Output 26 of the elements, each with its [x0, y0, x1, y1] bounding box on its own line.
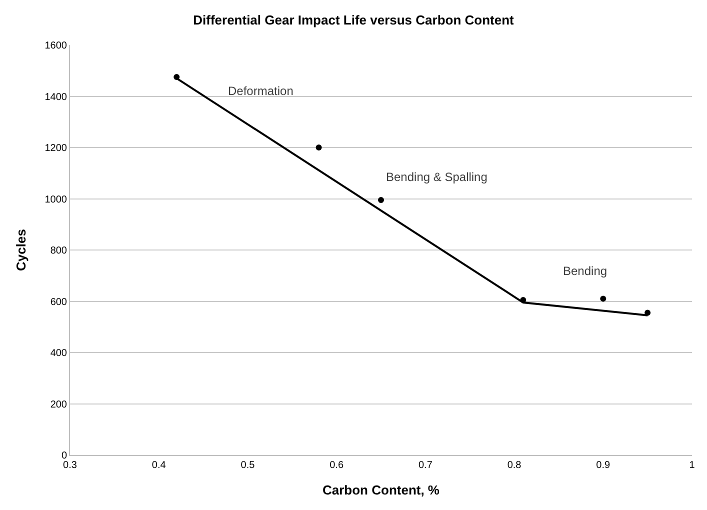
- y-axis-title: Cycles: [14, 229, 29, 271]
- x-axis-title: Carbon Content, %: [322, 482, 440, 498]
- y-tick-label: 1000: [44, 194, 68, 206]
- annotation: Bending: [563, 264, 608, 278]
- y-tick-label: 200: [50, 399, 68, 410]
- y-tick-label: 800: [50, 246, 68, 256]
- y-tick-label: 1400: [44, 92, 68, 103]
- y-tick-label: 0: [61, 450, 68, 462]
- y-tick-label: 400: [50, 348, 68, 359]
- y-tick-label: 1200: [44, 143, 68, 154]
- point: [316, 144, 322, 150]
- x-tick-label: 1: [689, 460, 696, 471]
- point: [600, 296, 606, 302]
- x-tick-label: 0.5: [240, 460, 256, 471]
- x-tick-label: 0.6: [330, 460, 344, 471]
- chart-title: Differential Gear Impact Life versus Carbon Content: [193, 12, 515, 28]
- annotation: Bending & Spalling: [386, 170, 488, 184]
- x-tick-label: 0.3: [63, 460, 78, 471]
- y-tick-label: 600: [50, 296, 68, 308]
- x-tick-label: 0.8: [507, 460, 522, 471]
- x-tick-label: 0.9: [596, 460, 611, 471]
- point: [378, 197, 384, 204]
- x-tick-label: 0.7: [418, 460, 433, 471]
- y-tick-label: 1600: [44, 40, 68, 52]
- annotation: Deformation: [228, 84, 294, 98]
- x-tick-label: 0.4: [152, 460, 166, 471]
